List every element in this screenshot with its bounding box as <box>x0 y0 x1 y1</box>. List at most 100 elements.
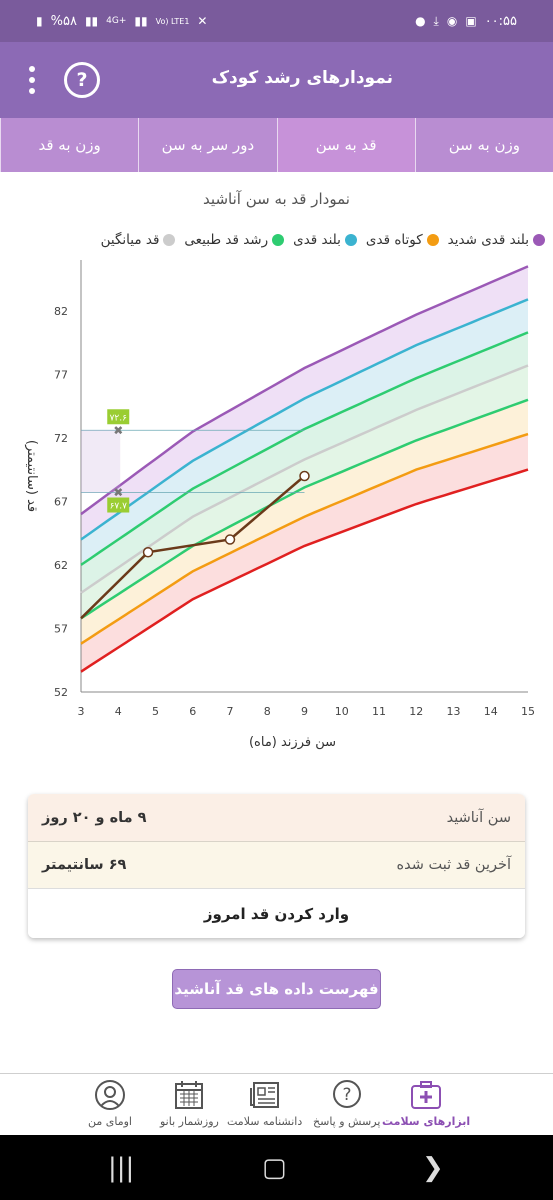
x-tick-label: 7 <box>227 705 234 718</box>
marker-range-area <box>81 430 121 493</box>
marker-label-box <box>107 497 130 513</box>
battery-level: %۵۸ <box>50 13 77 29</box>
child-height-point <box>299 470 310 482</box>
nav-encyclopedia[interactable]: دانشنامه سلامت <box>227 1078 302 1128</box>
reference-curve-line <box>80 364 529 594</box>
last-height-value: ۶۹ سانتیمتر <box>42 857 127 873</box>
nav-profile[interactable]: اومای من <box>88 1078 132 1128</box>
x-tick-label: 3 <box>78 705 85 718</box>
marker-cross-icon: ✖ <box>113 423 123 437</box>
mute-icon: ✕ <box>197 14 208 28</box>
system-nav-bar: ||| ▢ ❯ <box>0 1135 553 1200</box>
band-area <box>81 332 528 593</box>
info-card: ۹ ماه و ۲۰ روز سن آناشید ۶۹ سانتیمتر آخر… <box>28 794 525 938</box>
x-tick-label: 13 <box>447 705 461 718</box>
marker-label: ۶۷.۷ <box>110 502 128 512</box>
signal-icon: ▮▮ <box>84 14 99 28</box>
more-vertical-icon[interactable] <box>20 60 44 100</box>
nav-label: پرسش و پاسخ <box>313 1115 381 1128</box>
status-right: ● ⤓ ◉ ▣ ۰۰:۵۵ <box>415 14 517 29</box>
age-label: سن آناشید <box>446 809 511 826</box>
height-list-button[interactable]: فهرست داده های قد آناشید <box>172 969 381 1009</box>
status-bar: ▮ %۵۸ ▮▮ 4G+ ▮▮ Vo) LTE1 ✕ ● ⤓ ◉ ▣ ۰۰:۵۵ <box>0 0 553 42</box>
nav-calendar[interactable]: روزشمار بانو <box>160 1078 219 1128</box>
nav-qa[interactable]: ? پرسش و پاسخ <box>313 1078 380 1128</box>
image-icon: ▣ <box>465 14 477 28</box>
reference-curve-line <box>80 432 529 645</box>
child-height-line <box>80 475 306 620</box>
reference-curve-line <box>80 398 529 620</box>
clock: ۰۰:۵۵ <box>484 13 517 29</box>
legend-label: کوتاه قدی <box>365 232 423 248</box>
app-bar: ? نمودارهای رشد کودک <box>0 42 553 118</box>
marker-label-box <box>107 409 130 425</box>
legend-label: بلند قدی شدید <box>447 232 529 248</box>
y-tick-label: 77 <box>54 368 68 381</box>
y-tick-label: 67 <box>54 495 68 508</box>
x-tick-label: 10 <box>335 705 349 718</box>
back-icon[interactable]: ❯ <box>422 1153 444 1183</box>
tab-weight-to-height[interactable]: وزن به قد <box>0 118 138 172</box>
reference-curve-line <box>80 298 529 541</box>
reference-curve-line <box>80 331 529 566</box>
tab-head-to-age[interactable]: دور سر به سن <box>138 118 276 172</box>
marker-label: ۷۲.۶ <box>110 413 128 423</box>
x-tick-label: 5 <box>152 705 159 718</box>
band-area <box>81 266 528 540</box>
reference-curve-line <box>80 265 529 516</box>
profile-avatar-icon <box>94 1080 125 1110</box>
tab-height-to-age[interactable]: قد به سن <box>276 118 415 172</box>
legend-swatch <box>272 234 285 246</box>
band-area <box>81 365 528 619</box>
age-row: ۹ ماه و ۲۰ روز سن آناشید <box>28 794 525 841</box>
x-tick-label: 12 <box>409 705 423 718</box>
enter-height-button[interactable]: وارد کردن قد امروز <box>28 888 525 938</box>
band-area <box>81 434 528 672</box>
reference-curve-line <box>80 468 529 673</box>
download-icon: ⤓ <box>433 14 439 28</box>
nav-label: اومای من <box>88 1115 132 1128</box>
signal-icon-2: ▮▮ <box>134 14 148 28</box>
y-tick-label: 72 <box>54 432 68 445</box>
y-tick-label: 57 <box>54 622 68 635</box>
page-title: نمودارهای رشد کودک <box>211 68 393 88</box>
medical-kit-icon <box>411 1081 442 1109</box>
y-axis-title: قد (سانتیمتر) <box>24 440 39 512</box>
calendar-icon <box>175 1081 204 1109</box>
legend-label: بلند قدی <box>293 232 341 248</box>
x-tick-label: 6 <box>189 705 196 718</box>
x-tick-label: 14 <box>484 705 498 718</box>
child-height-point <box>142 546 154 558</box>
help-circle-icon[interactable]: ? <box>64 62 100 98</box>
chart-title: نمودار قد به سن آناشید <box>203 190 350 208</box>
marker-cross-icon: ✖ <box>113 486 123 500</box>
legend-item[interactable]: رشد قد طبیعی <box>184 232 285 248</box>
legend-swatch <box>344 234 357 246</box>
band-area <box>81 399 528 644</box>
x-tick-label: 4 <box>115 705 122 718</box>
x-tick-label: 8 <box>264 705 271 718</box>
legend-item[interactable]: بلند قدی شدید <box>448 232 545 248</box>
tab-weight-to-age[interactable]: وزن به سن <box>414 118 553 172</box>
svg-text:?: ? <box>342 1085 351 1105</box>
nav-label: روزشمار بانو <box>160 1115 219 1128</box>
tab-bar: وزن به قد دور سر به سن قد به سن وزن به س… <box>0 118 553 172</box>
x-tick-label: 15 <box>521 705 535 718</box>
nav-health-tools[interactable]: ابزارهای سلامت <box>382 1078 470 1128</box>
legend-label: رشد قد طبیعی <box>184 232 269 248</box>
y-tick-label: 82 <box>54 305 68 318</box>
recent-apps-icon[interactable]: ||| <box>108 1153 135 1183</box>
legend-item[interactable]: قد میانگین <box>101 232 176 248</box>
network-b: Vo) LTE1 <box>155 16 190 26</box>
battery-icon: ▮ <box>36 14 43 28</box>
legend-label: قد میانگین <box>100 232 160 248</box>
status-left: ▮ %۵۸ ▮▮ 4G+ ▮▮ Vo) LTE1 ✕ <box>36 14 207 29</box>
legend-item[interactable]: بلند قدی <box>293 232 357 248</box>
child-height-point <box>224 534 236 545</box>
legend-item[interactable]: کوتاه قدی <box>366 232 439 248</box>
last-height-row: ۶۹ سانتیمتر آخرین قد ثبت شده <box>28 841 525 888</box>
newspaper-icon <box>249 1082 279 1108</box>
home-icon[interactable]: ▢ <box>262 1153 287 1183</box>
legend-swatch <box>163 234 176 246</box>
